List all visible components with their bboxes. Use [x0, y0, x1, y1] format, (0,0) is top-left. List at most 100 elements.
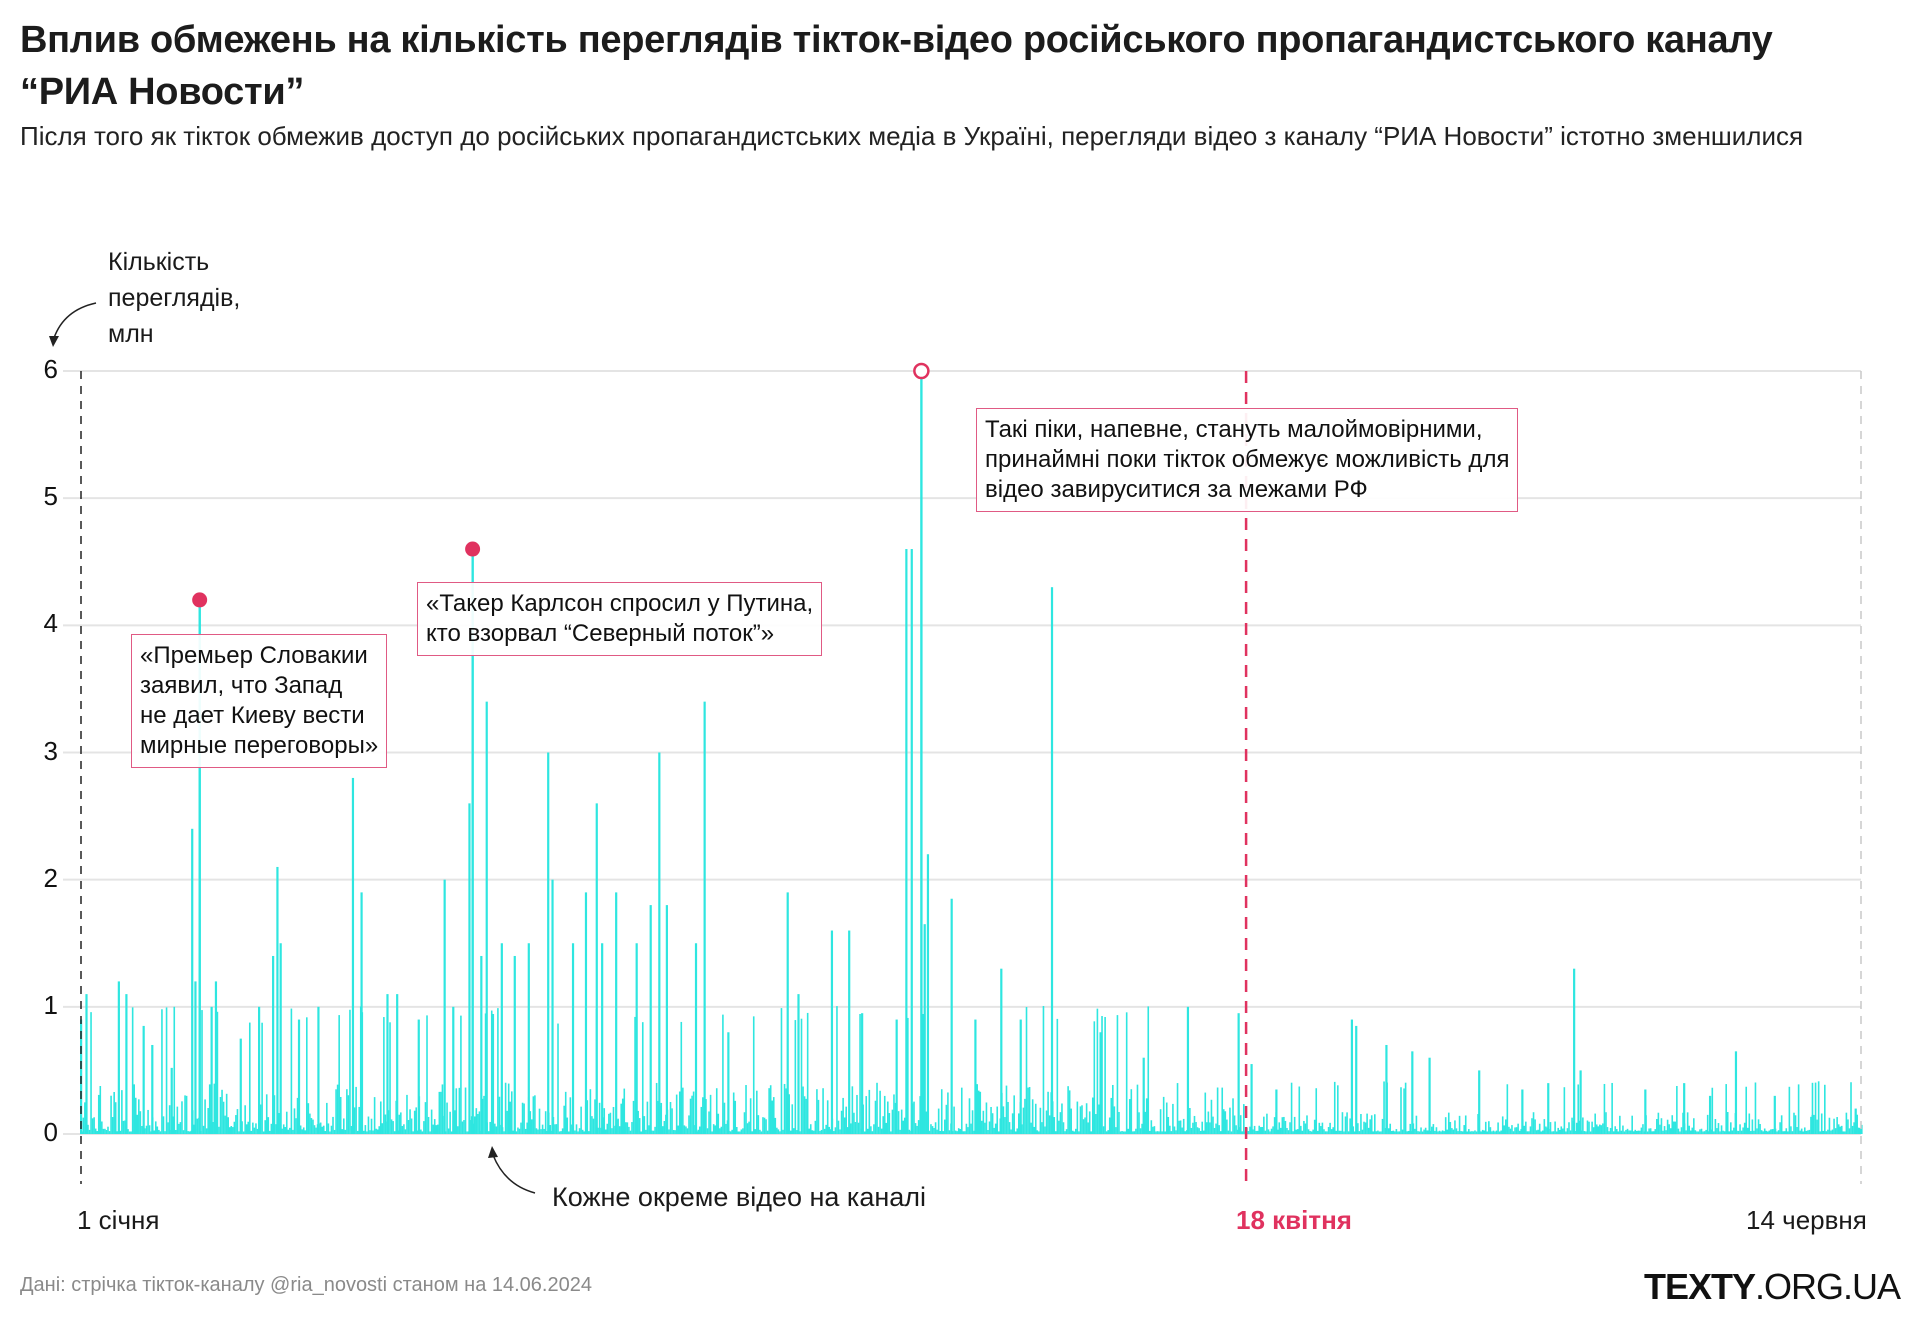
video-bar — [128, 1131, 131, 1134]
video-bar — [1508, 1126, 1510, 1134]
video-bar — [1333, 1081, 1336, 1134]
video-bar — [1073, 1131, 1076, 1134]
video-bar — [336, 1084, 339, 1134]
video-bar — [612, 1106, 615, 1134]
video-bar — [1039, 1107, 1042, 1134]
video-bar — [1483, 1130, 1486, 1134]
video-bar — [1332, 1127, 1334, 1134]
video-bar — [466, 1131, 468, 1134]
video-bar — [453, 1110, 456, 1134]
video-bar-peak — [125, 994, 128, 1134]
video-bar — [523, 1103, 525, 1134]
video-bar — [1002, 1106, 1005, 1134]
video-bar — [207, 1108, 209, 1134]
video-bar — [341, 1129, 344, 1134]
video-bar-peak — [170, 1067, 173, 1134]
video-bar — [1170, 1131, 1173, 1134]
each-video-arrow-head — [488, 1146, 498, 1158]
video-bar — [1501, 1116, 1504, 1134]
video-bar — [107, 1126, 109, 1134]
video-bar-peak — [571, 943, 575, 1134]
video-bar — [1269, 1131, 1271, 1134]
video-bar — [1150, 1120, 1153, 1134]
video-bar — [483, 1095, 485, 1134]
video-bar — [956, 1131, 958, 1134]
video-bar — [261, 1022, 263, 1134]
video-bar — [856, 1094, 858, 1134]
video-bar — [820, 1129, 823, 1134]
video-bar — [1357, 1123, 1359, 1134]
video-bar-peak — [1099, 1032, 1102, 1134]
video-bar — [1198, 1128, 1200, 1134]
video-bar — [1626, 1128, 1629, 1134]
video-bar — [1370, 1115, 1373, 1134]
video-bar — [882, 1116, 884, 1134]
video-bar — [478, 1111, 481, 1134]
video-bar — [1300, 1125, 1302, 1134]
video-bar — [1247, 1131, 1250, 1134]
video-bar — [1847, 1119, 1849, 1134]
video-bar — [1639, 1130, 1641, 1134]
video-bar — [1127, 1128, 1130, 1134]
video-bar — [822, 1088, 824, 1134]
video-bars — [80, 371, 1863, 1134]
video-bar — [1597, 1126, 1600, 1134]
video-bar — [1811, 1082, 1814, 1134]
video-bar — [1833, 1118, 1835, 1134]
video-bar — [543, 1128, 545, 1134]
video-bar — [1222, 1109, 1225, 1134]
texty-logo[interactable]: TEXTY.ORG.UA — [1644, 1266, 1901, 1308]
video-bar-peak — [297, 1019, 301, 1134]
video-bar — [1837, 1124, 1840, 1134]
video-bar — [1523, 1125, 1526, 1134]
video-bar — [381, 1123, 384, 1134]
video-bar — [1426, 1130, 1429, 1134]
video-bar — [1122, 1131, 1125, 1134]
video-bar — [230, 1126, 233, 1134]
video-bar — [248, 1022, 251, 1134]
video-bar — [722, 1014, 724, 1134]
video-bar — [1839, 1126, 1842, 1134]
y-tick-label: 5 — [43, 481, 58, 512]
video-bar — [1799, 1130, 1801, 1134]
video-bar — [564, 1091, 567, 1134]
video-bar — [891, 1109, 894, 1134]
y-label-arrow — [53, 302, 97, 339]
video-bar — [1162, 1096, 1165, 1134]
video-bar — [1193, 1115, 1196, 1134]
video-bar — [953, 1106, 955, 1134]
video-bar — [729, 1131, 732, 1134]
video-bar — [1824, 1084, 1826, 1134]
video-bar — [208, 1084, 211, 1134]
video-bar — [310, 1118, 313, 1134]
video-bar — [1834, 1128, 1837, 1134]
video-bar — [880, 1128, 883, 1134]
video-bar — [598, 1102, 601, 1134]
video-bar — [221, 1089, 223, 1134]
video-bar — [1400, 1087, 1402, 1134]
video-bar — [1703, 1131, 1706, 1134]
video-bar-peak — [601, 943, 604, 1134]
video-bar — [697, 1129, 700, 1134]
video-bar — [1369, 1119, 1371, 1134]
video-bar — [897, 1111, 900, 1134]
video-bar — [865, 1096, 868, 1134]
video-bar — [1805, 1130, 1808, 1134]
video-bar — [842, 1097, 844, 1134]
video-bar — [940, 1089, 943, 1134]
video-bar — [1632, 1131, 1635, 1134]
video-bar — [603, 1108, 606, 1134]
video-bar — [1595, 1124, 1598, 1134]
video-bar — [1095, 1114, 1097, 1134]
video-bar — [964, 1131, 966, 1134]
video-bar — [973, 1130, 975, 1134]
video-bar — [1091, 1097, 1094, 1134]
video-bar — [717, 1113, 720, 1134]
video-bar — [732, 1092, 735, 1134]
video-bar — [1766, 1131, 1769, 1134]
video-bar — [769, 1085, 772, 1134]
video-bar — [1263, 1116, 1265, 1134]
video-bar — [1620, 1130, 1623, 1134]
video-bar — [1538, 1123, 1541, 1134]
video-bar — [319, 1122, 322, 1134]
